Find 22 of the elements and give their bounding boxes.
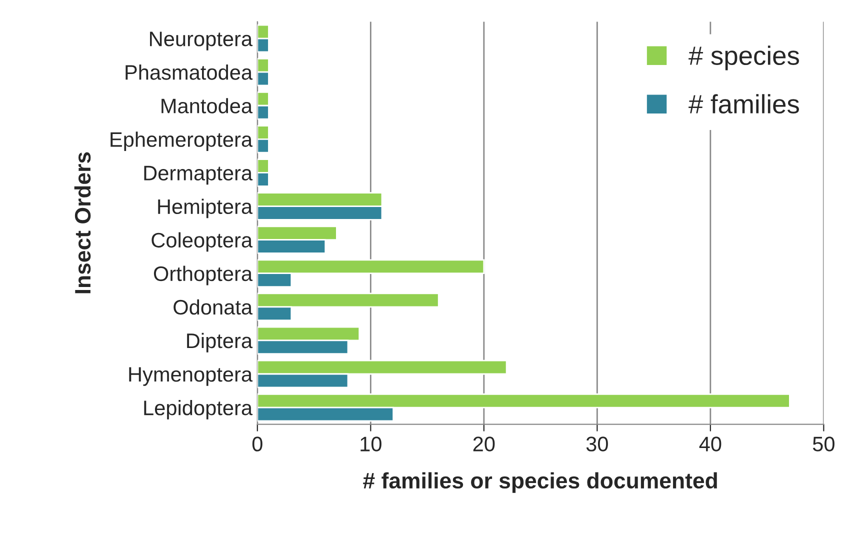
x-tick-label: 30 [586,436,608,452]
y-tick-label: Diptera [187,332,253,352]
y-tick-label: Hymenoptera [129,367,253,386]
x-tick-label: 20 [473,436,495,452]
y-tick-label: Dermaptera [144,166,253,185]
x-tick-label: 10 [360,436,382,452]
y-tick-label: Mantodea [162,98,253,114]
y-tick-label: Coleoptera [152,232,253,252]
y-tick-label: Ephemeroptera [110,132,253,152]
y-tick-label: Lepidoptera [144,400,253,420]
x-tick-label: 0 [252,436,262,452]
y-tick-label: Hemiptera [158,198,253,218]
legend-label: # species [688,46,799,70]
y-tick-label: Neuroptera [150,32,253,50]
y-axis-title: Insect Orders [74,152,91,294]
y-tick-label: Odonata [174,299,253,315]
x-tick-label: 50 [812,436,834,452]
x-axis-title: # families or species documented [363,472,717,493]
x-tick-label: 40 [699,436,722,452]
y-tick-label: Phasmatodea [126,64,253,80]
legend-label: # families [688,94,799,114]
y-tick-label: Orthoptera [154,266,253,286]
